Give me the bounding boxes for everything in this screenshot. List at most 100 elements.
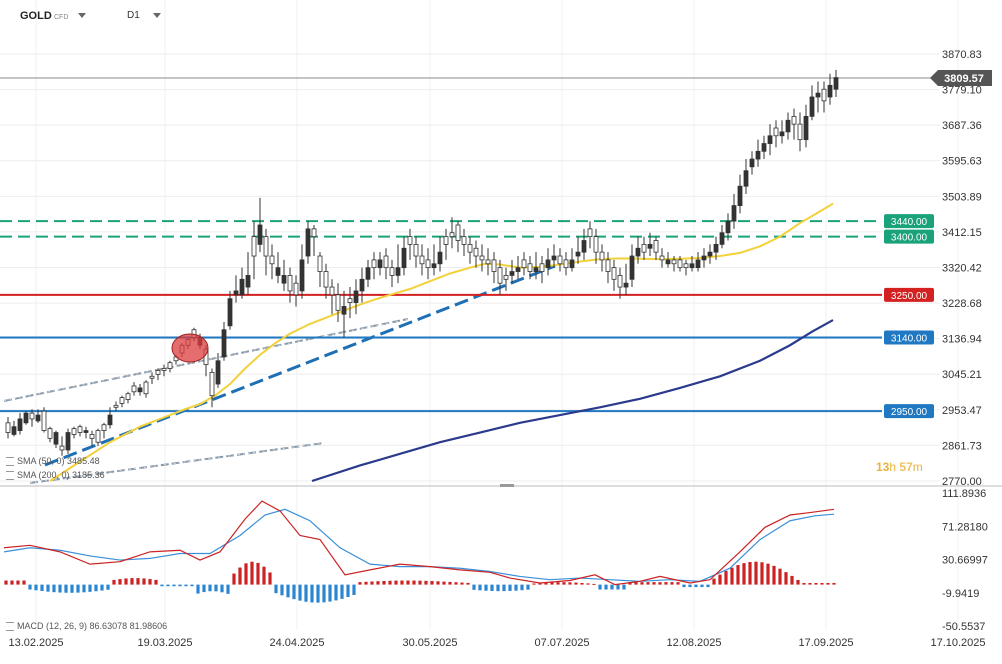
candle	[821, 81, 827, 113]
candle	[659, 248, 665, 268]
legend-macd-value-1: 86.63078	[89, 621, 128, 631]
macd-histogram-bar	[298, 584, 302, 601]
candle-body	[299, 259, 305, 292]
lower-channel-line	[29, 442, 325, 484]
candle-body	[707, 251, 713, 257]
macd-histogram-bar	[22, 580, 26, 585]
legend-list-icon[interactable]	[6, 457, 14, 467]
x-tick-label: 17.09.2025	[798, 637, 853, 649]
candle-body	[551, 255, 557, 261]
macd-histogram-bar	[88, 584, 92, 592]
macd-histogram-bar	[370, 581, 374, 585]
candle-body	[245, 275, 251, 288]
symbol-dropdown-icon[interactable]	[78, 13, 86, 18]
candle-body	[599, 251, 605, 261]
macd-histogram-bar	[700, 584, 704, 588]
level-badge-text-3250.00: 3250.00	[891, 291, 928, 302]
panel-resize-handle	[500, 484, 514, 487]
timeframe-dropdown-icon[interactable]	[153, 13, 161, 18]
candle-body	[35, 414, 41, 422]
candle-body	[623, 282, 629, 288]
macd-histogram-bar	[790, 575, 794, 585]
candle	[59, 436, 65, 456]
candle	[623, 263, 629, 295]
macd-histogram-bar	[52, 584, 56, 593]
candle-body	[527, 263, 533, 272]
candle	[281, 259, 287, 291]
candle	[719, 224, 725, 249]
candle	[689, 256, 695, 272]
candle	[557, 248, 563, 272]
candle-body	[755, 150, 761, 160]
candle	[287, 267, 293, 303]
candle-body	[287, 275, 293, 292]
candle	[47, 426, 53, 443]
y-tick-label: 3136.94	[942, 334, 982, 346]
x-tick-label: 19.03.2025	[137, 637, 192, 649]
candle-body	[401, 247, 407, 269]
candle	[791, 108, 797, 140]
candle	[647, 232, 653, 257]
macd-histogram-bar	[610, 584, 614, 590]
candle-body	[389, 267, 395, 276]
legend-sma50-name: SMA (50, 0)	[17, 456, 65, 466]
candle-body	[71, 428, 77, 435]
macd-histogram-bar	[322, 584, 326, 603]
macd-signal-line	[3, 508, 835, 582]
macd-histogram-bar	[766, 563, 770, 585]
candle-body	[137, 387, 143, 393]
candle-body	[611, 267, 617, 280]
macd-histogram-bar	[550, 582, 554, 585]
macd-histogram-bar	[76, 584, 80, 593]
candle	[149, 372, 155, 385]
macd-histogram-bar	[130, 578, 134, 585]
legend-list-icon[interactable]	[6, 622, 14, 632]
macd-histogram-bar	[256, 562, 260, 585]
candle	[479, 244, 485, 272]
x-tick-label: 07.07.2025	[534, 637, 589, 649]
candle-body	[797, 123, 803, 141]
candle-body	[521, 259, 527, 269]
symbol-label[interactable]: GOLD	[20, 10, 52, 22]
candle	[497, 259, 503, 295]
candle	[665, 252, 671, 268]
candle-body	[215, 360, 221, 385]
candle	[437, 236, 443, 272]
candle-body	[263, 236, 269, 257]
candle	[815, 81, 821, 113]
timeframe-label[interactable]: D1	[127, 10, 140, 21]
macd-histogram-bar	[148, 579, 152, 585]
y-tick-label: 3320.42	[942, 262, 982, 274]
candle	[71, 426, 77, 439]
candle	[743, 159, 749, 194]
candle	[101, 422, 107, 439]
macd-histogram-bar	[646, 582, 650, 585]
macd-histogram-bar	[124, 578, 128, 585]
macd-histogram-bar	[760, 562, 764, 585]
candle	[167, 360, 173, 373]
timer-m-unit: m	[912, 460, 923, 474]
legend-list-icon[interactable]	[6, 471, 14, 481]
macd-histogram-bar	[748, 561, 752, 585]
macd-histogram-bar	[826, 582, 830, 585]
legend-macd[interactable]: MACD (12, 26, 9) 86.63078 81.98606	[6, 621, 167, 632]
candle	[131, 382, 137, 396]
candle-body	[377, 259, 383, 269]
last-price-text: 3809.57	[944, 73, 984, 85]
candle-body	[335, 294, 341, 311]
level-badge-3440.00	[884, 214, 934, 229]
candle-body	[323, 271, 329, 288]
candle-body	[587, 228, 593, 238]
candle-body	[53, 432, 59, 445]
candle	[413, 236, 419, 268]
macd-histogram-bar	[598, 584, 602, 590]
candle	[473, 240, 479, 268]
legend-sma200[interactable]: SMA (200, 0) 3185.36	[6, 470, 105, 481]
y-tick-label: 2953.47	[942, 405, 982, 417]
legend-sma50[interactable]: SMA (50, 0) 3485.48	[6, 456, 100, 467]
candle	[731, 193, 737, 229]
candle	[305, 221, 311, 264]
macd-histogram-bar	[262, 566, 266, 585]
